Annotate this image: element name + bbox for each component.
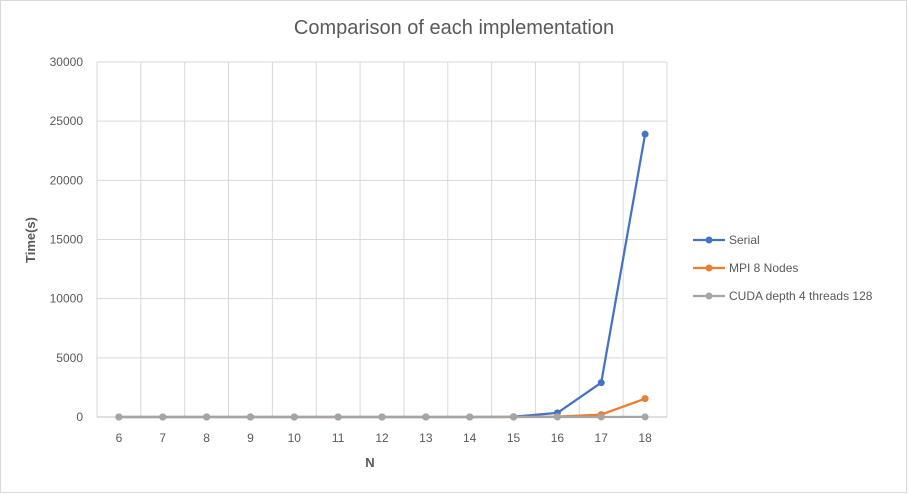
- x-tick-label: 13: [419, 431, 433, 445]
- x-tick-label: 7: [159, 431, 166, 445]
- y-tick-label: 20000: [50, 173, 84, 187]
- legend-label-2: CUDA depth 4 threads 128: [729, 289, 873, 303]
- series-2-point: [203, 413, 211, 421]
- series-2-point: [510, 413, 518, 421]
- y-axis-title: Time(s): [23, 217, 38, 263]
- series-2-point: [378, 413, 386, 421]
- y-tick-label: 30000: [50, 55, 84, 69]
- legend-swatch-marker-1: [705, 264, 713, 272]
- series-1-point: [641, 395, 649, 403]
- y-tick-label: 15000: [50, 233, 84, 247]
- x-tick-label: 9: [247, 431, 254, 445]
- series-2-point: [246, 413, 254, 421]
- y-axis-ticks: 0 5000 10000 15000 20000 25000 30000: [50, 55, 84, 424]
- series-2-point: [641, 413, 649, 421]
- y-tick-label: 25000: [50, 114, 84, 128]
- x-tick-label: 10: [288, 431, 302, 445]
- series-2-point: [115, 413, 123, 421]
- legend-swatch-marker-2: [705, 292, 713, 300]
- gridlines: [96, 61, 668, 418]
- chart-title: Comparison of each implementation: [294, 17, 614, 39]
- series-2-point: [466, 413, 474, 421]
- series-lines: [117, 133, 647, 419]
- series-line-0: [117, 133, 647, 419]
- series-2-point: [597, 413, 605, 421]
- legend: Serial MPI 8 Nodes CUDA depth 4 threads 12…: [693, 233, 873, 303]
- x-tick-label: 8: [203, 431, 210, 445]
- y-tick-label: 0: [76, 410, 83, 424]
- x-axis-title: N: [365, 455, 374, 470]
- series-points: [115, 130, 649, 421]
- series-2-point: [290, 413, 298, 421]
- legend-label-0: Serial: [729, 233, 760, 247]
- y-tick-label: 5000: [56, 351, 83, 365]
- series-2-point: [422, 413, 430, 421]
- x-tick-label: 17: [595, 431, 609, 445]
- x-tick-label: 6: [116, 431, 123, 445]
- x-tick-label: 15: [507, 431, 521, 445]
- legend-label-1: MPI 8 Nodes: [729, 261, 798, 275]
- series-2-point: [553, 413, 561, 421]
- x-tick-label: 14: [463, 431, 477, 445]
- x-tick-label: 12: [375, 431, 389, 445]
- x-tick-label: 18: [638, 431, 652, 445]
- x-tick-label: 16: [551, 431, 565, 445]
- x-axis-ticks: 6 7 8 9 10 11 12 13 14 15 16 17 18: [116, 431, 652, 445]
- series-0-point: [641, 130, 649, 138]
- y-tick-label: 10000: [50, 292, 84, 306]
- series-0-point: [597, 379, 605, 387]
- legend-swatch-marker-0: [705, 236, 713, 244]
- series-2-point: [159, 413, 167, 421]
- x-tick-label: 11: [332, 431, 345, 445]
- series-2-point: [334, 413, 342, 421]
